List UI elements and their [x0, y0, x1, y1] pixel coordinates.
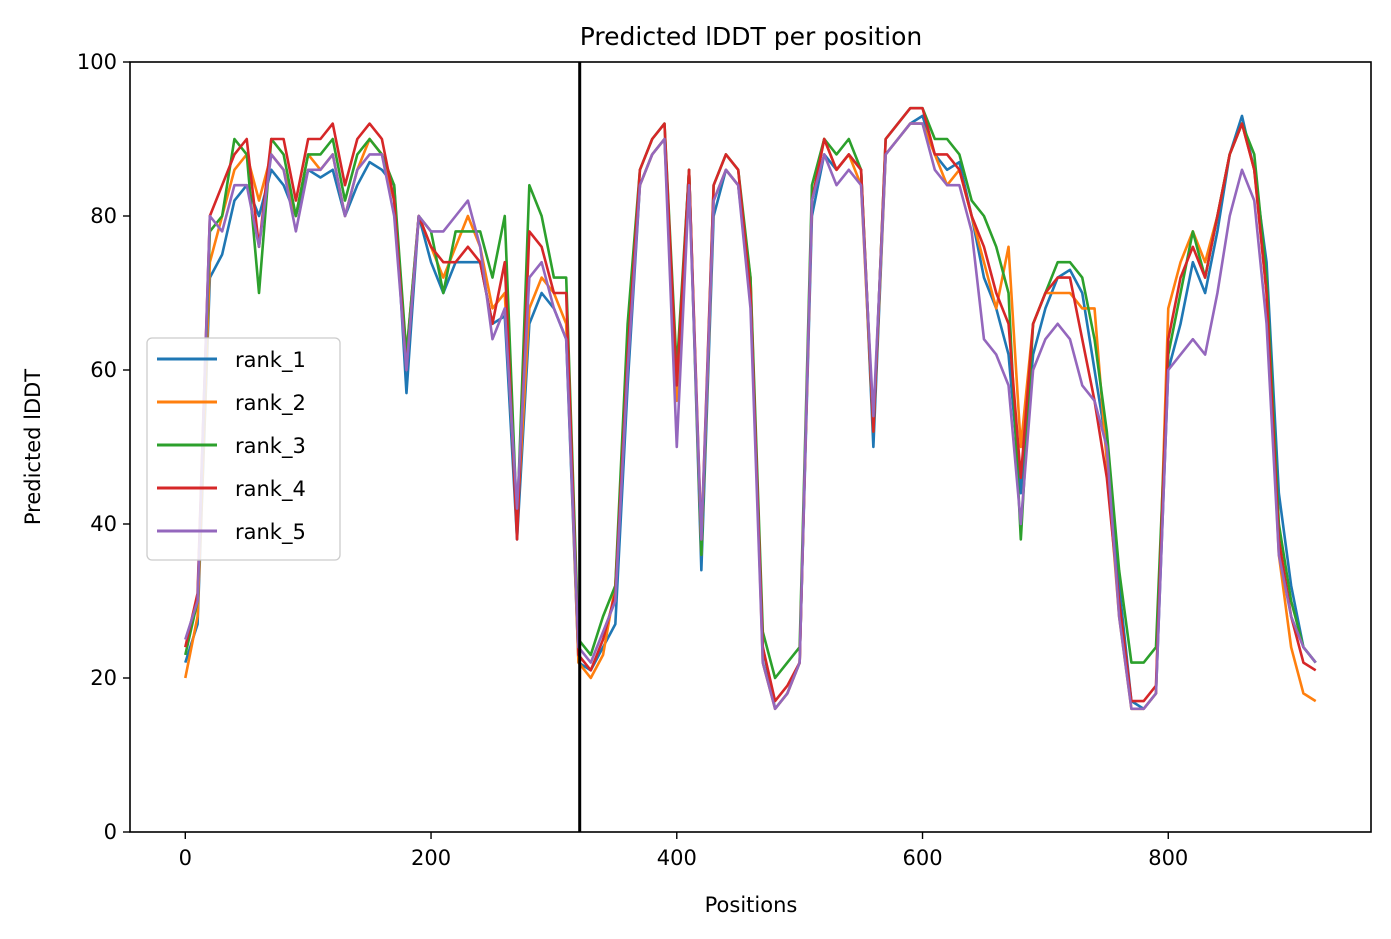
x-tick-label: 600	[902, 846, 942, 870]
series-line-rank_1	[184, 114, 1317, 711]
y-axis: 0 20 40 60 80 100	[77, 50, 130, 844]
legend-label-rank_4: rank_4	[235, 477, 306, 502]
series-line-rank_5	[184, 122, 1317, 711]
x-axis-label: Positions	[705, 893, 798, 917]
y-tick-label: 40	[90, 512, 117, 536]
legend-box	[146, 337, 341, 561]
legend-label-rank_5: rank_5	[235, 520, 306, 545]
x-axis: 0 200 400 600 800	[179, 832, 1188, 870]
legend: rank_1 rank_2 rank_3 rank_4 rank_5	[146, 337, 341, 561]
x-tick-label: 400	[657, 846, 697, 870]
y-tick-label: 100	[77, 50, 117, 74]
x-tick-label: 200	[411, 846, 451, 870]
plot-area	[184, 62, 1317, 832]
y-axis-label: Predicted lDDT	[21, 369, 45, 525]
x-tick-label: 800	[1148, 846, 1188, 870]
y-tick-label: 80	[90, 204, 117, 228]
y-tick-label: 20	[90, 666, 117, 690]
series-line-rank_3	[184, 106, 1317, 680]
x-tick-label: 0	[179, 846, 192, 870]
chart-title: Predicted lDDT per position	[580, 22, 922, 51]
y-tick-label: 0	[104, 820, 117, 844]
legend-label-rank_2: rank_2	[235, 391, 306, 416]
legend-label-rank_3: rank_3	[235, 434, 306, 459]
series-line-rank_4	[184, 106, 1317, 703]
plot-frame	[129, 61, 1372, 833]
y-tick-label: 60	[90, 358, 117, 382]
legend-label-rank_1: rank_1	[235, 348, 306, 373]
series-line-rank_2	[184, 122, 1317, 711]
